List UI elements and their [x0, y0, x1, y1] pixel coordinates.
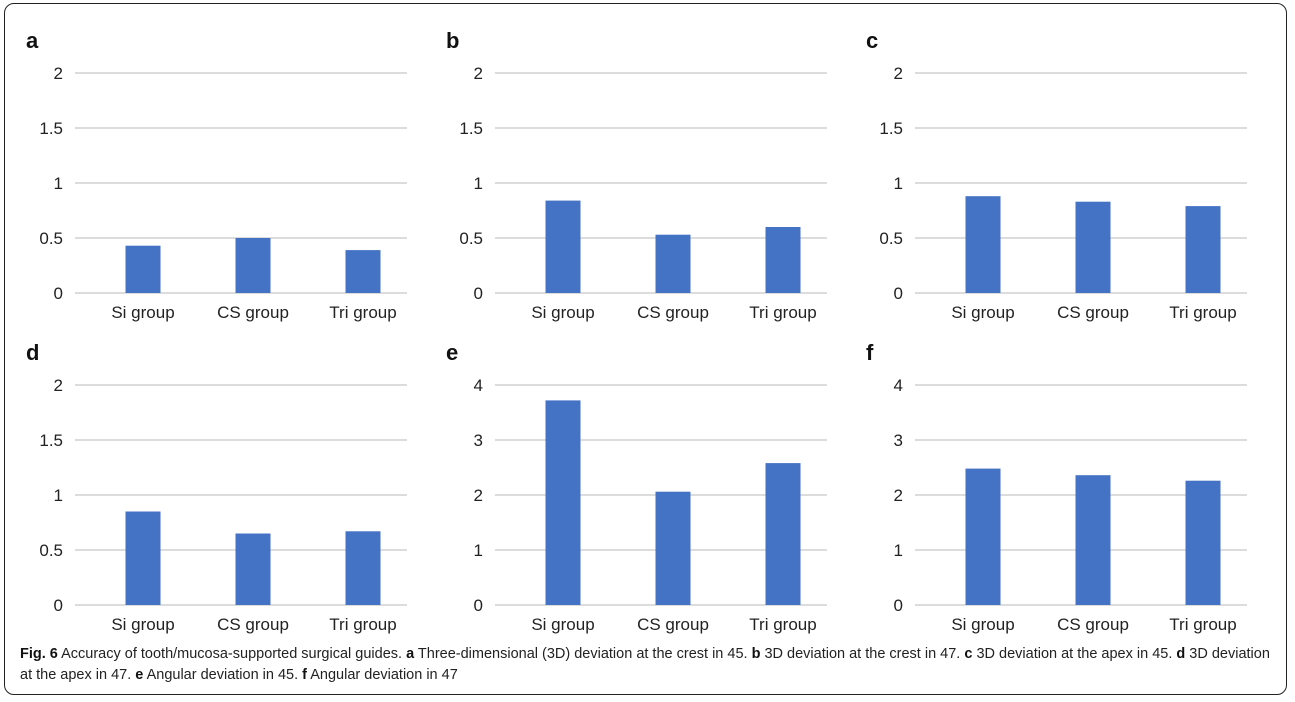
x-category-label: Tri group — [329, 615, 396, 634]
bar-e-1 — [545, 400, 581, 605]
y-tick-label: 0.5 — [459, 229, 483, 248]
y-tick-label: 1 — [54, 486, 63, 505]
caption-fig-label: Fig. 6 — [20, 646, 58, 662]
x-category-label: Tri group — [1169, 615, 1236, 634]
chart-panel-e: e 0 1 2 3 4 Si group CS group Tri group — [446, 340, 827, 634]
y-tick-label: 0 — [474, 284, 483, 303]
x-category-label: Tri group — [749, 303, 816, 322]
bar-d-2 — [235, 533, 271, 605]
bar-a-2 — [235, 238, 271, 293]
chart-panel-b: b 0 0.5 1 1.5 2 Si group CS group Tri group — [446, 28, 827, 322]
bar-e-2 — [655, 491, 691, 605]
bar-b-3 — [765, 227, 801, 293]
caption-title: Accuracy of tooth/mucosa-supported surgi… — [57, 646, 407, 662]
x-category-label: Tri group — [329, 303, 396, 322]
x-category-label: Si group — [531, 615, 594, 634]
bar-d-1 — [125, 511, 161, 605]
y-tick-label: 4 — [474, 376, 483, 395]
bar-a-1 — [125, 245, 161, 293]
caption-text-a: Three-dimensional (3D) deviation at the … — [414, 646, 752, 662]
bar-c-1 — [965, 196, 1001, 293]
chart-panel-d: d 0 0.5 1 1.5 2 Si group CS group Tri group — [26, 340, 407, 634]
caption-letter-a: a — [406, 646, 415, 662]
caption-letter-c: c — [964, 646, 973, 662]
y-tick-label: 0 — [474, 596, 483, 615]
figure-frame — [4, 3, 1287, 695]
x-category-label: CS group — [217, 615, 289, 634]
y-tick-label: 2 — [474, 64, 483, 83]
x-category-label: Tri group — [1169, 303, 1236, 322]
bar-d-3 — [345, 531, 381, 605]
bar-a-3 — [345, 250, 381, 293]
y-tick-label: 2 — [474, 486, 483, 505]
y-tick-label: 1.5 — [39, 431, 63, 450]
panel-letter-c: c — [866, 28, 878, 53]
caption-letter-d: d — [1176, 646, 1186, 662]
x-category-label: Tri group — [749, 615, 816, 634]
charts-canvas: a 0 0.5 1 1.5 2 Si group CS group Tri group b 0 0.5… — [26, 28, 1247, 634]
y-tick-label: 1 — [474, 541, 483, 560]
bar-f-3 — [1185, 480, 1221, 605]
panel-letter-a: a — [26, 28, 39, 53]
y-tick-label: 0 — [54, 596, 63, 615]
x-category-label: Si group — [951, 303, 1014, 322]
y-tick-label: 1 — [54, 174, 63, 193]
x-category-label: CS group — [1057, 615, 1129, 634]
y-tick-label: 2 — [54, 64, 63, 83]
caption-text-b: 3D deviation at the crest in 47. — [760, 646, 965, 662]
x-category-label: Si group — [531, 303, 594, 322]
panel-letter-f: f — [866, 340, 874, 365]
x-category-label: CS group — [217, 303, 289, 322]
x-category-label: CS group — [1057, 303, 1129, 322]
y-tick-label: 1 — [894, 174, 903, 193]
y-tick-label: 4 — [894, 376, 903, 395]
y-tick-label: 1.5 — [879, 119, 903, 138]
y-tick-label: 1 — [474, 174, 483, 193]
chart-panel-a: a 0 0.5 1 1.5 2 Si group CS group Tri group — [26, 28, 407, 322]
caption-letter-f: f — [302, 667, 308, 683]
panel-letter-b: b — [446, 28, 459, 53]
y-tick-label: 0.5 — [39, 229, 63, 248]
panel-letter-e: e — [446, 340, 458, 365]
chart-panel-f: f 0 1 2 3 4 Si group CS group Tri group — [866, 340, 1247, 634]
y-tick-label: 2 — [894, 64, 903, 83]
bar-f-1 — [965, 468, 1001, 605]
y-tick-label: 2 — [54, 376, 63, 395]
y-tick-label: 0 — [54, 284, 63, 303]
x-category-label: CS group — [637, 303, 709, 322]
bar-c-2 — [1075, 201, 1111, 293]
caption-text-c: 3D deviation at the apex in 45. — [972, 646, 1177, 662]
caption-text-f: Angular deviation in 47 — [307, 667, 458, 683]
bar-b-2 — [655, 234, 691, 293]
y-tick-label: 2 — [894, 486, 903, 505]
y-tick-label: 1.5 — [39, 119, 63, 138]
y-tick-label: 1 — [894, 541, 903, 560]
caption-text-d: 3D deviation at the apex in 47. — [20, 646, 1270, 683]
y-tick-label: 3 — [474, 431, 483, 450]
x-category-label: CS group — [637, 615, 709, 634]
y-tick-label: 3 — [894, 431, 903, 450]
bar-e-3 — [765, 463, 801, 605]
y-tick-label: 1.5 — [459, 119, 483, 138]
figure-caption: Fig. 6 Accuracy of tooth/mucosa-supporte… — [20, 644, 1275, 686]
x-category-label: Si group — [111, 303, 174, 322]
bar-f-2 — [1075, 475, 1111, 605]
caption-letter-e: e — [135, 667, 144, 683]
bar-c-3 — [1185, 206, 1221, 293]
y-tick-label: 0.5 — [879, 229, 903, 248]
x-category-label: Si group — [951, 615, 1014, 634]
x-category-label: Si group — [111, 615, 174, 634]
caption-text-e: Angular deviation in 45. — [143, 667, 303, 683]
panel-letter-d: d — [26, 340, 39, 365]
y-tick-label: 0 — [894, 284, 903, 303]
y-tick-label: 0.5 — [39, 541, 63, 560]
chart-panel-c: c 0 0.5 1 1.5 2 Si group CS group Tri group — [866, 28, 1247, 322]
caption-letter-b: b — [751, 646, 761, 662]
y-tick-label: 0 — [894, 596, 903, 615]
bar-b-1 — [545, 200, 581, 293]
